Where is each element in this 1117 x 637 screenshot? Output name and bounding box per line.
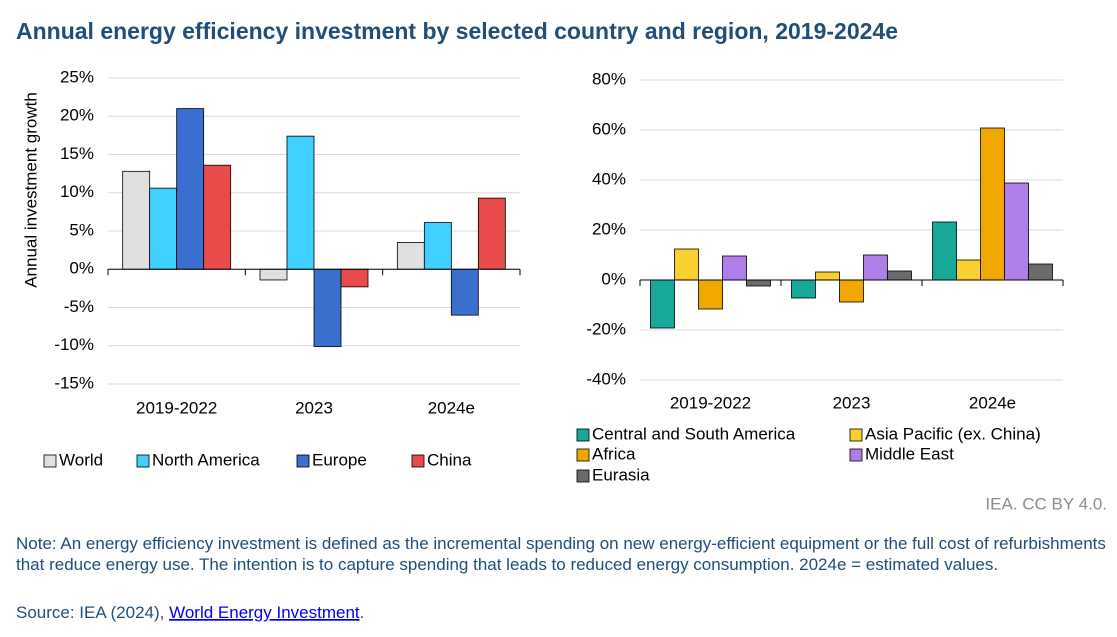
legend-label: Asia Pacific (ex. China) <box>865 424 1041 443</box>
y-tick-label: 15% <box>60 144 94 163</box>
bar <box>980 127 1005 281</box>
bar <box>149 187 178 270</box>
y-tick-label: 10% <box>60 182 94 201</box>
bar <box>956 259 981 281</box>
x-tick-label: 2024e <box>428 398 475 417</box>
source-prefix: Source: IEA (2024), <box>16 603 169 622</box>
y-tick-label: 0% <box>601 269 626 288</box>
legend-label: Africa <box>592 444 636 463</box>
bar <box>839 279 864 303</box>
legend-swatch <box>411 454 425 468</box>
page-title: Annual energy efficiency investment by s… <box>16 18 898 44</box>
y-tick-label: 80% <box>592 69 626 88</box>
y-tick-label: 40% <box>592 169 626 188</box>
note: Note: An energy efficiency investment is… <box>16 534 1106 574</box>
x-tick-label: 2019-2022 <box>136 398 217 417</box>
y-tick-label: 25% <box>60 67 94 86</box>
x-tick-label: 2023 <box>295 398 333 417</box>
legend-label: North America <box>152 450 260 469</box>
legend-label: Central and South America <box>592 424 796 443</box>
bar <box>286 135 315 270</box>
bar <box>340 268 369 288</box>
credit: IEA. CC BY 4.0. <box>985 494 1107 513</box>
legend-swatch <box>849 428 863 442</box>
bar <box>450 268 479 316</box>
bar <box>674 248 699 281</box>
bar <box>815 271 840 281</box>
bar <box>313 268 342 347</box>
bar <box>1028 263 1053 281</box>
legend-label: World <box>59 450 103 469</box>
legend-swatch <box>576 448 590 462</box>
source-suffix: . <box>360 603 365 622</box>
bar <box>746 279 771 287</box>
y-tick-label: 20% <box>592 219 626 238</box>
x-tick-label: 2024e <box>969 393 1016 412</box>
legend-swatch <box>136 454 150 468</box>
source: Source: IEA (2024), World Energy Investm… <box>16 603 364 622</box>
legend-label: China <box>427 450 472 469</box>
y-tick-label: -40% <box>586 369 626 388</box>
bar <box>176 108 205 270</box>
y-tick-label: 0% <box>69 259 94 278</box>
y-tick-label: -20% <box>586 319 626 338</box>
bar <box>396 242 425 270</box>
y-tick-label: -15% <box>54 373 94 392</box>
y-tick-label: -10% <box>54 335 94 354</box>
bar <box>1004 182 1029 281</box>
legend-swatch <box>576 469 590 483</box>
x-tick-label: 2023 <box>833 393 871 412</box>
y-tick-label: 20% <box>60 106 94 125</box>
y-tick-label: -5% <box>64 297 94 316</box>
bar <box>932 221 957 281</box>
source-link[interactable]: World Energy Investment <box>169 603 360 622</box>
bar <box>791 279 816 299</box>
bar <box>423 222 452 270</box>
legend-swatch <box>43 454 57 468</box>
bar <box>863 254 888 281</box>
legend-label: Middle East <box>865 444 954 463</box>
bar <box>698 279 723 310</box>
bar <box>122 170 151 270</box>
bar <box>650 279 675 329</box>
legend-label: Europe <box>312 450 367 469</box>
legend-swatch <box>849 448 863 462</box>
x-tick-label: 2019-2022 <box>670 393 751 412</box>
bar <box>887 270 912 281</box>
bar <box>203 164 232 270</box>
bar <box>722 255 747 281</box>
bar <box>477 197 506 270</box>
legend-label: Eurasia <box>592 465 650 484</box>
y-tick-label: 5% <box>69 220 94 239</box>
y-axis-label: Annual investment growth <box>21 92 40 288</box>
bar <box>259 268 288 281</box>
legend-swatch <box>576 428 590 442</box>
y-tick-label: 60% <box>592 119 626 138</box>
legend-swatch <box>296 454 310 468</box>
